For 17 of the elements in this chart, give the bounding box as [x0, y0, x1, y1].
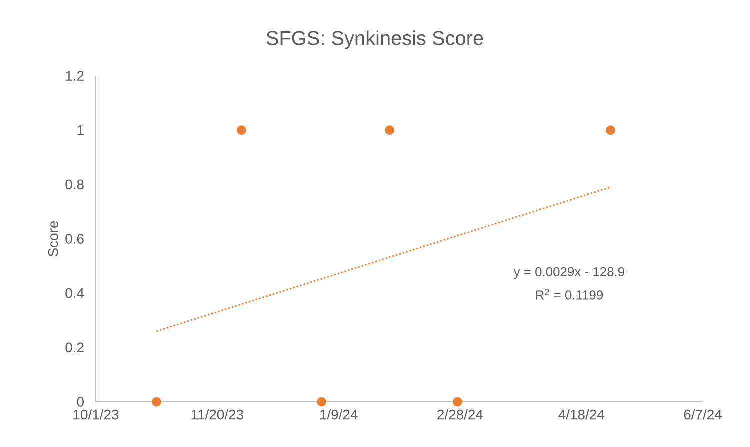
y-tick-label: 0.6	[66, 234, 84, 244]
y-tick-label: 1	[78, 126, 84, 136]
y-tick-label: 0.8	[66, 180, 84, 190]
x-tick-label: 4/18/24	[558, 410, 604, 420]
annotation: R$^{2}$ = 0.1199	[536, 289, 604, 300]
x-tick-label: 1/9/24	[320, 410, 358, 420]
y-tick-label: 0	[77, 397, 84, 407]
chart-title: SFGS: Synkinesis Score	[266, 30, 484, 50]
y-tick-label: 1.2	[66, 71, 84, 81]
y-axis-title: Score	[48, 221, 58, 257]
annotation: y = 0.0029x - 128.9	[514, 267, 624, 280]
x-tick-label: 11/20/23	[192, 410, 244, 420]
y-tick-label: 0.2	[66, 342, 84, 353]
y-tick-label: 0.4	[66, 288, 84, 298]
x-tick-label: 10/1/23	[74, 410, 119, 420]
x-tick-label: 6/7/24	[684, 410, 722, 420]
x-tick-label: 2/28/24	[438, 410, 484, 420]
